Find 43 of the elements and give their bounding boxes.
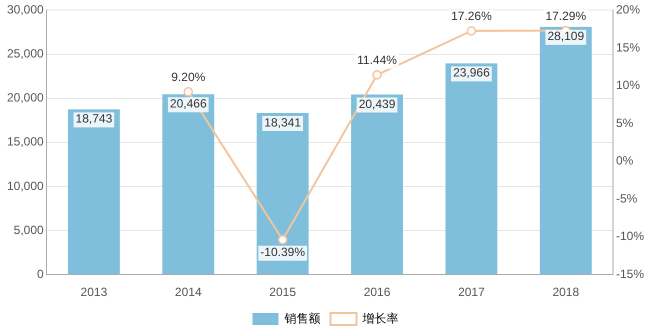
bar — [540, 26, 592, 274]
legend-label: 增长率 — [362, 311, 398, 326]
x-tick-label: 2013 — [80, 285, 108, 300]
y2-tick-label: -15% — [616, 266, 644, 281]
data-label: 20,439 — [358, 96, 396, 111]
y-tick-label: 5,000 — [14, 222, 44, 237]
data-label: -10.39% — [260, 245, 306, 260]
data-label: 17.29% — [545, 8, 586, 23]
bar — [68, 109, 120, 274]
point — [278, 235, 288, 245]
y-tick-label: 25,000 — [7, 46, 44, 61]
point — [466, 26, 476, 36]
y2-tick-label: 5% — [616, 116, 634, 130]
y-tick-label: 30,000 — [7, 2, 44, 17]
legend-label: 销售额 — [284, 311, 320, 326]
bar — [351, 94, 403, 274]
y2-tick-label: 0% — [616, 154, 634, 168]
y-tick-label: 20,000 — [7, 90, 44, 105]
y-tick-label: 15,000 — [7, 134, 44, 149]
data-label: 20,466 — [170, 96, 207, 111]
data-label: 28,109 — [547, 29, 584, 44]
data-label: 17.26% — [451, 9, 492, 24]
x-tick-label: 2016 — [364, 285, 391, 300]
bar — [162, 94, 214, 274]
y2-tick-label: 20% — [616, 2, 640, 17]
y-tick-label: 0 — [37, 266, 44, 281]
x-tick-label: 2018 — [552, 285, 580, 300]
y2-tick-label: -10% — [616, 229, 644, 244]
x-tick-label: 2015 — [269, 285, 296, 300]
y-tick-label: 10,000 — [7, 178, 44, 193]
data-label: 9.20% — [171, 70, 206, 84]
y2-tick-label: 10% — [616, 78, 640, 92]
data-label: 23,966 — [453, 66, 490, 80]
bar — [445, 63, 498, 274]
x-tick-label: 2017 — [458, 285, 486, 300]
x-tick-label: 2014 — [174, 285, 202, 300]
y2-tick-label: -5% — [616, 191, 638, 206]
point — [184, 87, 194, 97]
data-label: 18,743 — [76, 112, 113, 126]
y2-tick-label: 15% — [616, 40, 640, 54]
point — [372, 70, 382, 80]
data-label: 18,341 — [264, 115, 302, 130]
data-label: 11.44% — [357, 53, 398, 68]
